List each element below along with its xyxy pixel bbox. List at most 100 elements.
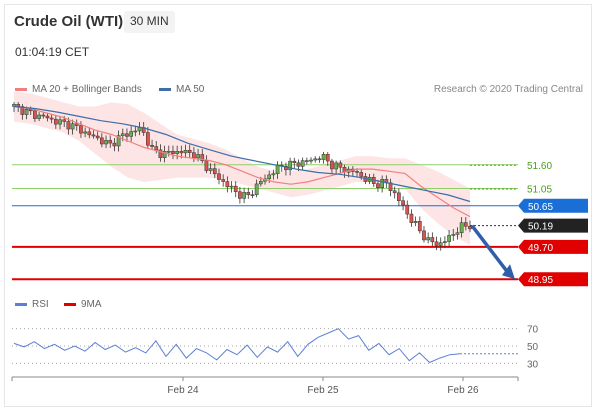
credit-text: Research © 2020 Trading Central: [433, 84, 583, 95]
level-label-50.65: 50.65: [528, 202, 553, 213]
candle-body: [388, 182, 393, 191]
bollinger-band: [14, 91, 470, 245]
level-label-49.70: 49.70: [528, 243, 553, 254]
candle-body: [321, 154, 326, 160]
candle-body: [380, 179, 384, 188]
candle-body: [91, 134, 96, 137]
candle-body: [175, 151, 180, 154]
level-label-50.19: 50.19: [528, 222, 553, 233]
legend-ma20: MA 20 + Bollinger Bands: [15, 84, 142, 95]
candle-body: [284, 165, 288, 171]
candle-body: [238, 191, 242, 199]
candle-body: [275, 164, 280, 174]
candle-body: [300, 160, 305, 167]
legend-rsi-label: RSI: [32, 299, 49, 310]
candle-body: [37, 114, 41, 119]
legend-ma50-label: MA 50: [176, 84, 205, 95]
candle-body: [183, 150, 188, 154]
level-tag-50.65: [518, 198, 588, 213]
x-tick-label-1: Feb 25: [307, 385, 339, 396]
rsi-line: [13, 328, 461, 364]
candle-body: [254, 183, 259, 195]
candle-body: [296, 162, 301, 167]
candle-body: [242, 192, 246, 199]
candle-body: [376, 183, 380, 188]
candle-body: [129, 131, 133, 137]
candle-body: [70, 123, 75, 130]
candle-body: [58, 119, 62, 125]
candle-body: [447, 235, 451, 242]
candle-body: [288, 160, 292, 171]
instrument-title: Crude Oil (WTI): [14, 13, 124, 30]
timeframe-button[interactable]: 30 MIN: [124, 11, 175, 33]
candle-body: [309, 159, 313, 162]
legend-rsi-ma: 9MA: [64, 299, 102, 310]
candle-body: [292, 160, 297, 164]
candle-body: [443, 241, 447, 243]
candle-body: [146, 132, 150, 146]
candle-body: [87, 131, 92, 136]
rsi-ma-swatch: [64, 303, 76, 306]
level-tag-48.95: [518, 272, 588, 287]
candle-body: [166, 150, 171, 153]
candle-body: [304, 160, 309, 162]
candle-body: [426, 237, 431, 241]
candle-body: [108, 140, 113, 144]
candle-body: [221, 179, 226, 182]
level-label-51.05: 51.05: [527, 185, 552, 196]
candle-body: [217, 173, 221, 180]
candle-body: [104, 140, 108, 145]
ma20-line: [13, 105, 471, 218]
candle-body: [334, 162, 338, 170]
candle-body: [83, 131, 87, 134]
candle-body: [330, 160, 334, 170]
candle-body: [463, 222, 468, 227]
chart-frame: [4, 4, 592, 407]
candle-body: [250, 194, 255, 196]
candle-body: [208, 168, 213, 171]
candle-body: [53, 118, 58, 125]
candle-body: [100, 137, 104, 145]
candle-body: [438, 242, 443, 246]
candle-body: [325, 154, 330, 162]
candle-body: [66, 121, 71, 130]
candle-body: [204, 160, 209, 171]
candle-body: [196, 154, 200, 159]
legend-rsi: RSI: [15, 299, 49, 310]
candle-body: [355, 171, 359, 173]
legend-ma50: MA 50: [159, 84, 204, 95]
x-tick-label-0: Feb 24: [167, 385, 199, 396]
candle-body: [133, 130, 138, 133]
candle-body: [455, 232, 460, 235]
candle-body: [171, 150, 175, 154]
candle-body: [338, 162, 343, 168]
level-tag-50.19: [518, 218, 588, 233]
x-tick-label-2: Feb 26: [447, 385, 479, 396]
candle-body: [313, 158, 318, 161]
legend-ma20-label: MA 20 + Bollinger Bands: [32, 84, 142, 95]
level-label-48.95: 48.95: [528, 275, 553, 286]
candle-body: [112, 142, 117, 147]
candle-body: [79, 125, 83, 134]
candle-body: [74, 123, 79, 126]
candle-body: [246, 192, 251, 195]
candle-body: [24, 109, 29, 115]
candle-body: [451, 234, 456, 236]
candle-body: [434, 241, 439, 246]
candle-body: [233, 185, 238, 192]
candle-body: [137, 127, 142, 132]
timestamp: 01:04:19 CET: [15, 45, 90, 59]
candle-body: [192, 152, 196, 159]
rsi-tick-50: 50: [527, 342, 539, 353]
candle-body: [49, 117, 54, 120]
candle-body: [317, 158, 322, 161]
candle-body: [41, 114, 46, 117]
candle-body: [20, 106, 25, 115]
candle-body: [33, 110, 37, 119]
candle-body: [150, 144, 154, 147]
candle-body: [430, 237, 435, 243]
legend-rsi-ma-label: 9MA: [81, 299, 102, 310]
rsi-tick-30: 30: [527, 359, 539, 370]
candle-body: [162, 151, 167, 158]
